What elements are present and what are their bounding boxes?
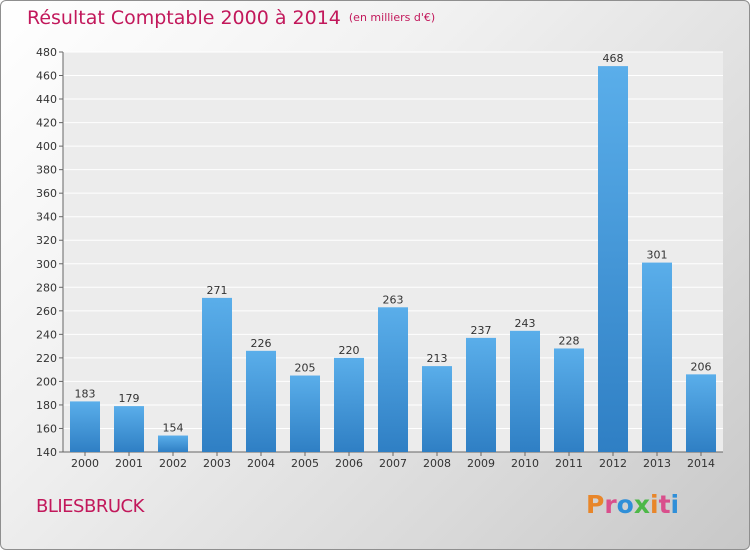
- x-tick-label-2013: 2013: [643, 457, 671, 470]
- bar-2013: [642, 262, 672, 452]
- bar-value-label-2014: 206: [691, 360, 712, 373]
- y-tick-label-480: 480: [36, 46, 57, 59]
- logo-letter: x: [633, 490, 650, 519]
- y-tick-label-380: 380: [36, 164, 57, 177]
- y-tick-label-320: 320: [36, 234, 57, 247]
- x-tick-label-2005: 2005: [291, 457, 319, 470]
- chart-unit-note: (en milliers d'€): [348, 11, 436, 24]
- x-tick-label-2003: 2003: [203, 457, 231, 470]
- bar-value-label-2001: 179: [119, 392, 140, 405]
- bar-2006: [334, 357, 364, 452]
- x-tick-label-2010: 2010: [511, 457, 539, 470]
- bar-value-label-2008: 213: [427, 352, 448, 365]
- bar-value-label-2002: 154: [163, 422, 184, 435]
- x-tick-label-2011: 2011: [555, 457, 583, 470]
- city-name: BLIESBRUCK: [36, 496, 144, 517]
- y-tick-label-440: 440: [36, 93, 57, 106]
- bar-2002: [158, 435, 188, 452]
- y-tick-label-220: 220: [36, 352, 57, 365]
- bar-2003: [202, 297, 232, 452]
- y-tick-label-260: 260: [36, 305, 57, 318]
- x-tick-label-2001: 2001: [115, 457, 143, 470]
- y-tick-label-360: 360: [36, 187, 57, 200]
- logo-letter: t: [658, 490, 671, 519]
- bar-2008: [422, 366, 452, 452]
- proxiti-logo[interactable]: Proxiti: [586, 490, 679, 519]
- bar-value-label-2010: 243: [515, 317, 536, 330]
- y-tick-label-400: 400: [36, 140, 57, 153]
- bar-value-label-2013: 301: [647, 249, 668, 262]
- y-tick-label-180: 180: [36, 399, 57, 412]
- y-tick-label-200: 200: [36, 375, 57, 388]
- x-tick-label-2002: 2002: [159, 457, 187, 470]
- bar-value-label-2009: 237: [471, 324, 492, 337]
- y-tick-label-280: 280: [36, 281, 57, 294]
- y-tick-label-420: 420: [36, 117, 57, 130]
- logo-letter: P: [586, 490, 605, 519]
- bar-value-label-2000: 183: [75, 387, 96, 400]
- x-tick-label-2007: 2007: [379, 457, 407, 470]
- logo-letter: i: [670, 490, 680, 519]
- logo-letter: i: [650, 490, 659, 519]
- x-tick-label-2014: 2014: [687, 457, 715, 470]
- y-tick-label-140: 140: [36, 446, 57, 459]
- x-tick-label-2006: 2006: [335, 457, 363, 470]
- bar-value-label-2012: 468: [603, 52, 624, 65]
- logo-letter: r: [604, 490, 617, 519]
- x-tick-label-2004: 2004: [247, 457, 275, 470]
- bar-2010: [510, 330, 540, 452]
- chart-title: Résultat Comptable 2000 à 2014 (en millie…: [27, 7, 435, 29]
- bar-2009: [466, 337, 496, 452]
- bar-value-label-2007: 263: [383, 293, 404, 306]
- logo-letter: o: [616, 490, 634, 519]
- bar-value-label-2004: 226: [251, 337, 272, 350]
- y-tick-label-460: 460: [36, 70, 57, 83]
- y-tick-label-300: 300: [36, 258, 57, 271]
- bar-value-label-2003: 271: [207, 284, 228, 297]
- bar-value-label-2005: 205: [295, 362, 316, 375]
- y-tick-label-160: 160: [36, 422, 57, 435]
- x-tick-label-2009: 2009: [467, 457, 495, 470]
- bar-2000: [70, 401, 100, 452]
- x-tick-label-2000: 2000: [71, 457, 99, 470]
- chart-title-text: Résultat Comptable 2000 à 2014: [27, 7, 341, 29]
- bar-2004: [246, 350, 276, 452]
- bar-2012: [598, 66, 628, 452]
- y-tick-label-340: 340: [36, 211, 57, 224]
- bar-2011: [554, 348, 584, 452]
- bar-value-label-2006: 220: [339, 344, 360, 357]
- bar-2005: [290, 375, 320, 452]
- x-tick-label-2008: 2008: [423, 457, 451, 470]
- bar-2001: [114, 406, 144, 452]
- bar-2014: [686, 374, 716, 452]
- y-tick-label-240: 240: [36, 328, 57, 341]
- x-tick-label-2012: 2012: [599, 457, 627, 470]
- bar-value-label-2011: 228: [559, 334, 580, 347]
- bar-2007: [378, 307, 408, 452]
